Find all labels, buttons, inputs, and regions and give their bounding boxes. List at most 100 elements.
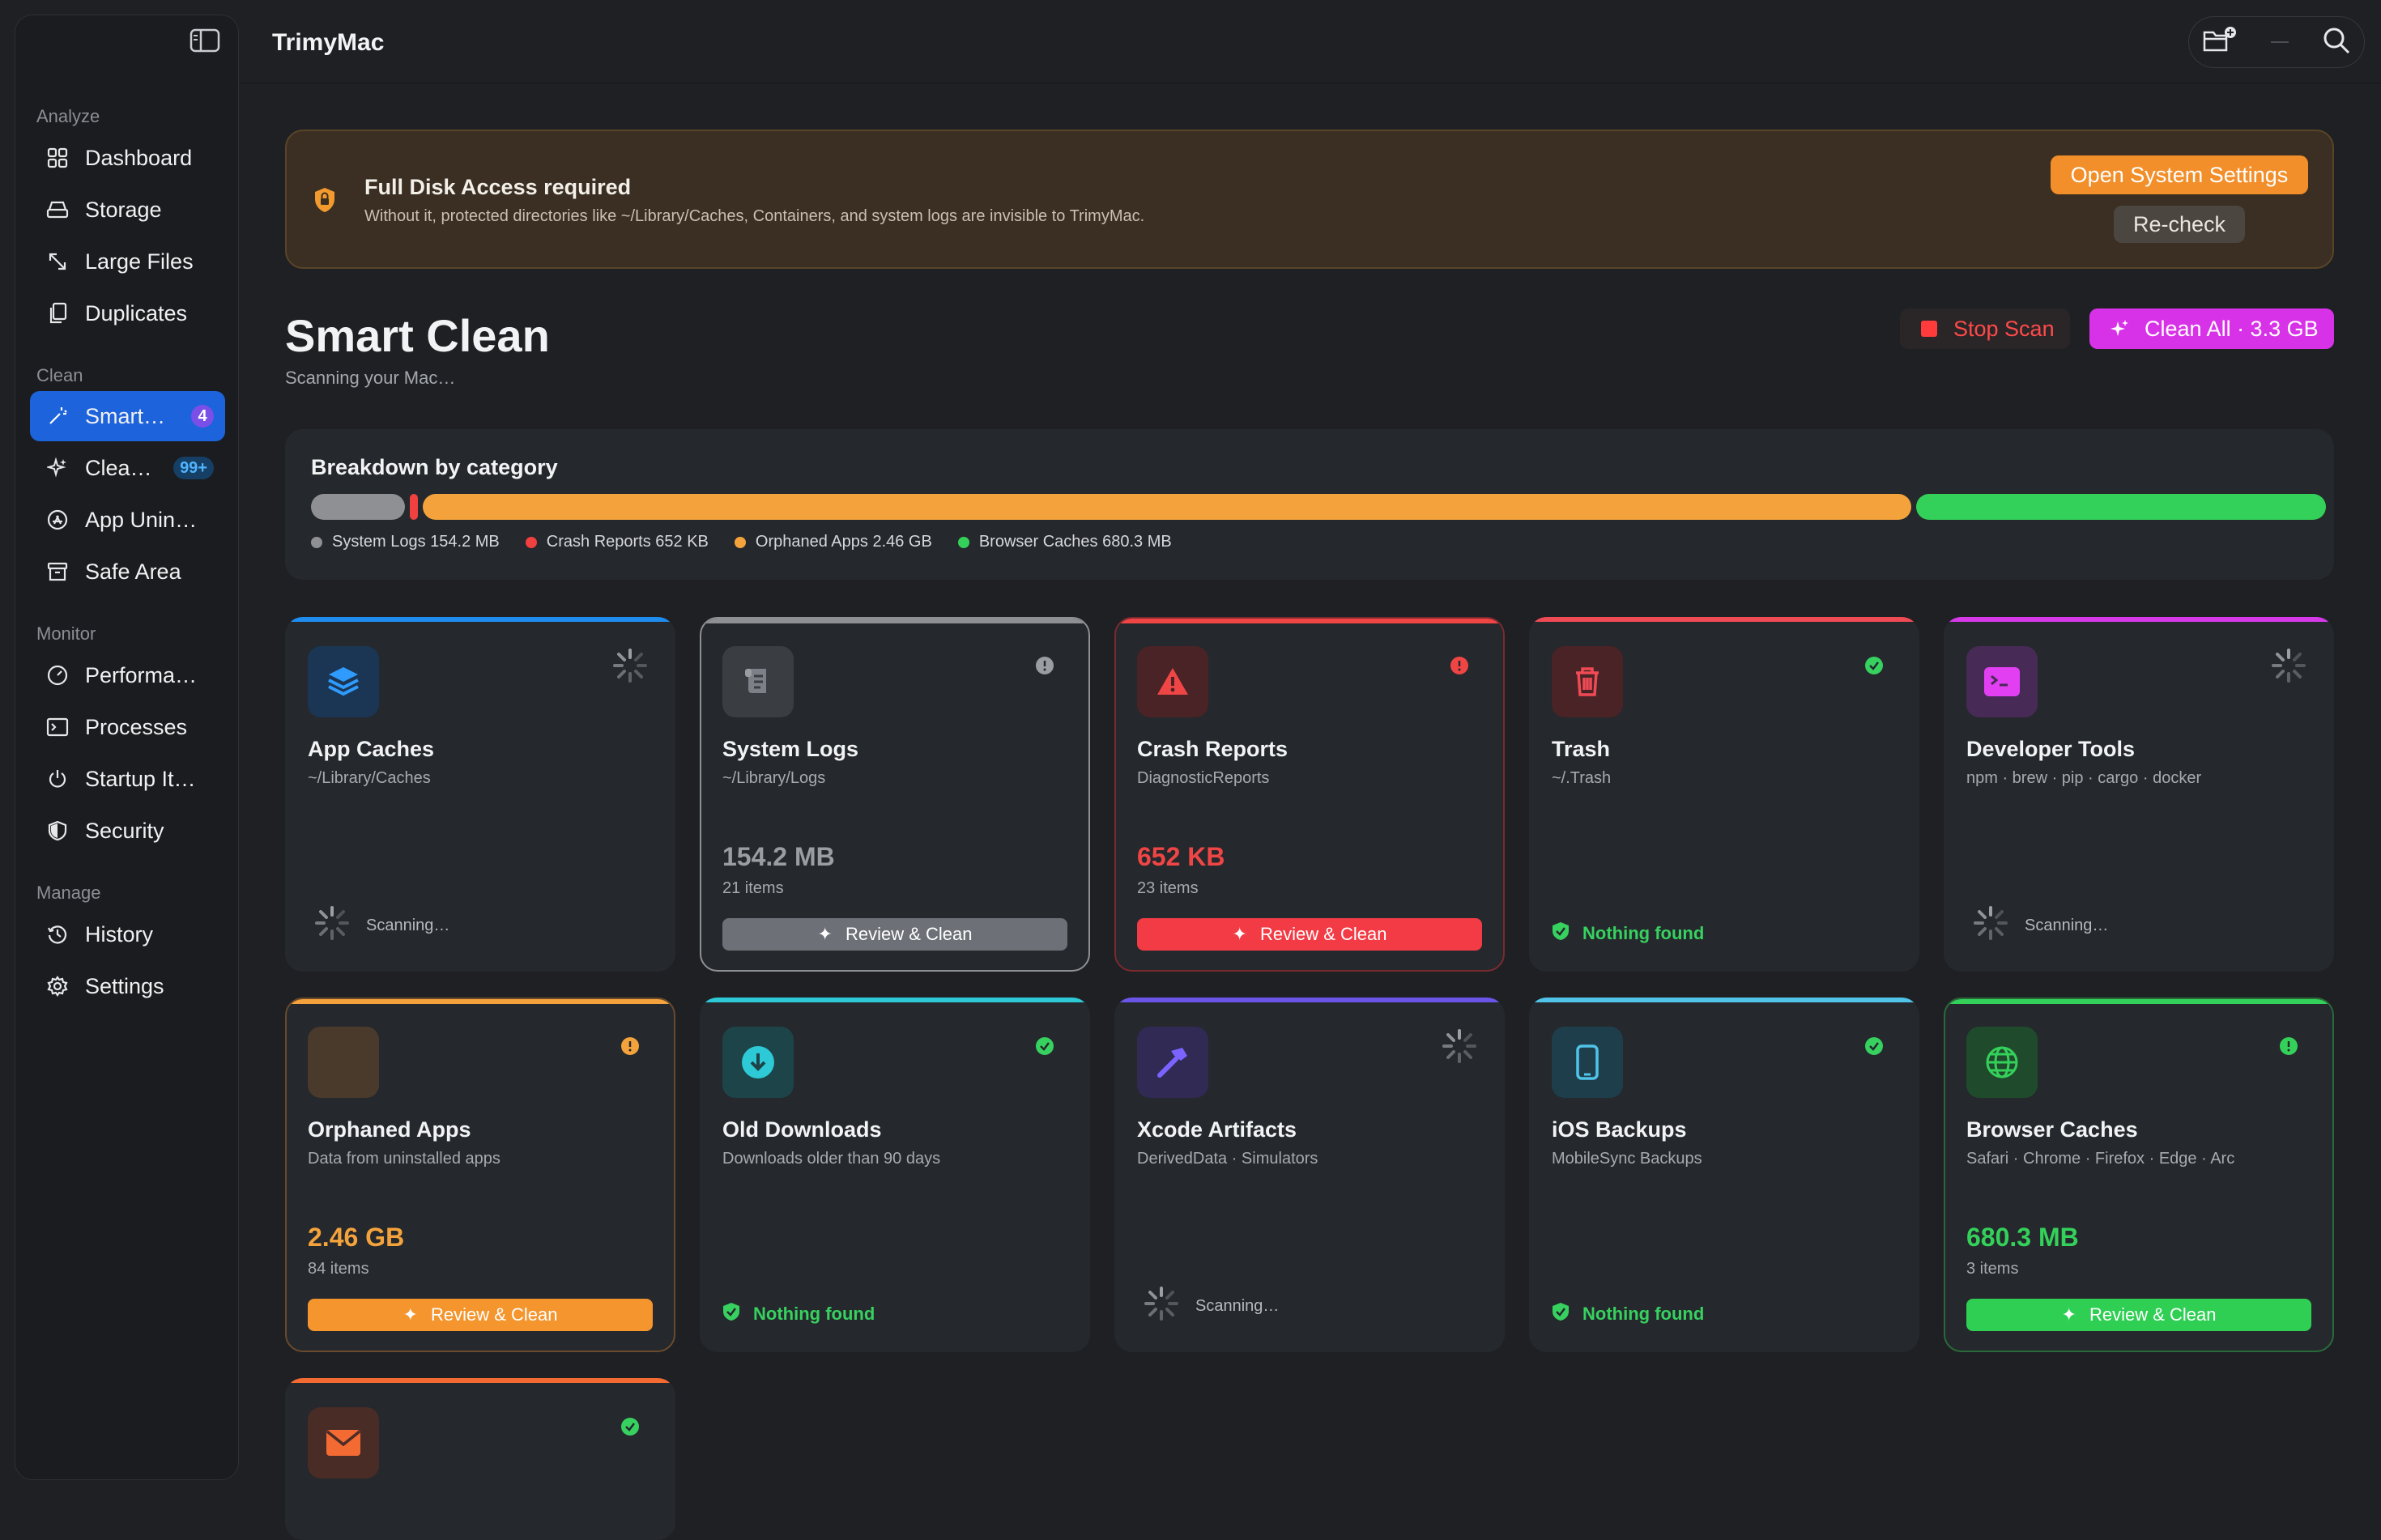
card-path: DerivedData · Simulators	[1137, 1150, 1318, 1168]
card-size: 680.3 MB	[1966, 1223, 2079, 1252]
card-accent	[1944, 617, 2334, 622]
sidebar-item-processes[interactable]: Processes	[30, 702, 225, 752]
card-title: Developer Tools	[1966, 737, 2136, 761]
card-browser-caches[interactable]: Browser Caches Safari · Chrome · Firefox…	[1944, 998, 2334, 1352]
review-clean-button[interactable]: ✦ Review & Clean	[1137, 918, 1482, 951]
card-crash-reports[interactable]: Crash Reports DiagnosticReports 652 KB 2…	[1114, 617, 1505, 972]
spinner-icon	[1144, 1286, 1179, 1326]
segment-system-logs	[311, 494, 406, 520]
sidebar-item-label: Security	[85, 818, 164, 843]
sparkle-icon: ✦	[1232, 924, 1247, 944]
alert-dot-icon	[1440, 646, 1479, 685]
sparkle-icon: ✦	[403, 1304, 418, 1325]
scanning-status: Scanning…	[1144, 1286, 1279, 1326]
full-disk-access-banner: Full Disk Access required Without it, pr…	[285, 130, 2334, 269]
sidebar-item-performance[interactable]: Performa…	[30, 650, 225, 700]
check-circle-icon	[1855, 1027, 1893, 1066]
card-orphaned-apps[interactable]: Orphaned Apps Data from uninstalled apps…	[285, 998, 675, 1352]
legend-item-browser-caches: Browser Caches 680.3 MB	[957, 533, 1172, 551]
sidebar-item-safe-area[interactable]: Safe Area	[30, 547, 225, 597]
sidebar-toggle-icon[interactable]	[190, 28, 220, 53]
card-app-caches[interactable]: App Caches ~/Library/Caches Scanning…	[285, 617, 675, 972]
legend-label: Browser Caches 680.3 MB	[978, 533, 1172, 551]
card-accent	[285, 617, 675, 622]
card-title: System Logs	[722, 737, 859, 761]
card-accent	[1529, 617, 1919, 622]
card-path: ~/Library/Logs	[722, 769, 826, 787]
spinner-icon	[611, 646, 650, 685]
card-size: 154.2 MB	[722, 842, 835, 871]
warning-triangle-icon	[1137, 646, 1208, 717]
card-path: ~/.Trash	[1552, 769, 1612, 787]
sparkle-icon	[46, 457, 69, 479]
sidebar-item-startup-items[interactable]: Startup It…	[30, 754, 225, 804]
card-title: Orphaned Apps	[308, 1117, 471, 1142]
stop-scan-button[interactable]: Stop Scan	[1900, 308, 2070, 349]
layers-icon	[308, 646, 379, 717]
sidebar-item-label: History	[85, 921, 154, 947]
open-system-settings-button[interactable]: Open System Settings	[2051, 155, 2308, 194]
review-clean-button[interactable]: ✦ Review & Clean	[722, 918, 1067, 951]
card-path: ~/Library/Caches	[308, 769, 431, 787]
section-monitor: Monitor	[36, 623, 96, 644]
spinner-icon	[1440, 1027, 1479, 1066]
check-circle-icon	[1855, 646, 1893, 685]
card-system-logs[interactable]: System Logs ~/Library/Logs 154.2 MB 21 i…	[700, 617, 1090, 972]
check-circle-icon	[611, 1407, 650, 1446]
recheck-button[interactable]: Re-check	[2114, 206, 2245, 243]
envelope-icon	[308, 1407, 379, 1478]
legend-dot	[734, 536, 746, 548]
trash-icon	[1552, 646, 1623, 717]
sidebar-item-dashboard[interactable]: Dashboard	[30, 133, 225, 183]
legend-item-system-logs: System Logs 154.2 MB	[311, 533, 500, 551]
sidebar-item-settings[interactable]: Settings	[30, 961, 225, 1011]
scroll-icon	[722, 646, 794, 717]
sparkle-icon: ✦	[817, 924, 833, 944]
review-clean-button[interactable]: ✦ Review & Clean	[1966, 1299, 2311, 1331]
clean-all-button[interactable]: Clean All · 3.3 GB	[2089, 308, 2334, 349]
card-xcode-artifacts[interactable]: Xcode Artifacts DerivedData · Simulators…	[1114, 998, 1505, 1352]
sidebar-item-large-files[interactable]: Large Files	[30, 236, 225, 287]
button-label: Review & Clean	[2089, 1304, 2217, 1325]
card-accent	[1114, 998, 1505, 1002]
archive-box-icon	[46, 560, 69, 583]
spinner-icon	[2269, 646, 2308, 685]
terminal-window-icon	[46, 716, 69, 738]
scanning-status: Scanning…	[1973, 905, 2108, 946]
sidebar-item-security[interactable]: Security	[30, 806, 225, 856]
review-clean-button[interactable]: ✦ Review & Clean	[308, 1299, 653, 1331]
download-icon	[722, 1027, 794, 1098]
card-ios-backups[interactable]: iOS Backups MobileSync Backups Nothing f…	[1529, 998, 1919, 1352]
sidebar-item-app-uninstaller[interactable]: App Unin…	[30, 495, 225, 545]
new-folder-icon[interactable]	[2202, 26, 2238, 59]
sidebar-item-label: Smart…	[85, 403, 166, 428]
card-accent	[1945, 999, 2332, 1004]
breakdown-legend: System Logs 154.2 MB Crash Reports 652 K…	[311, 533, 1172, 551]
sidebar-item-label: Clea…	[85, 455, 152, 480]
sidebar-item-label: Large Files	[85, 249, 194, 274]
scanning-label: Scanning…	[366, 916, 450, 934]
card-old-downloads[interactable]: Old Downloads Downloads older than 90 da…	[700, 998, 1090, 1352]
card-trash[interactable]: Trash ~/.Trash Nothing found	[1529, 617, 1919, 972]
scanning-label: Scanning…	[1195, 1296, 1280, 1315]
app-store-icon	[46, 508, 69, 531]
card-path: MobileSync Backups	[1552, 1150, 1702, 1168]
sidebar-item-label: Duplicates	[85, 300, 188, 325]
scanning-status: Scanning…	[314, 905, 449, 946]
card-items: 84 items	[308, 1260, 369, 1278]
search-icon[interactable]	[2322, 26, 2351, 59]
info-dot-icon	[2269, 1027, 2308, 1066]
sidebar-item-cleanup[interactable]: Clea… 99+	[30, 443, 225, 493]
card-mail-attachments[interactable]	[285, 1378, 675, 1540]
card-developer-tools[interactable]: Developer Tools npm · brew · pip · cargo…	[1944, 617, 2334, 972]
sidebar-item-label: Safe Area	[85, 559, 181, 584]
card-title: Old Downloads	[722, 1117, 882, 1142]
sidebar-item-duplicates[interactable]: Duplicates	[30, 288, 225, 338]
sidebar-item-smart-clean[interactable]: Smart… 4	[30, 391, 225, 441]
card-path: npm · brew · pip · cargo · docker	[1966, 769, 2202, 787]
sidebar-item-history[interactable]: History	[30, 909, 225, 959]
section-analyze: Analyze	[36, 106, 100, 126]
separator-icon	[2271, 41, 2289, 43]
sidebar-item-label: Startup It…	[85, 766, 196, 791]
sidebar-item-storage[interactable]: Storage	[30, 185, 225, 235]
